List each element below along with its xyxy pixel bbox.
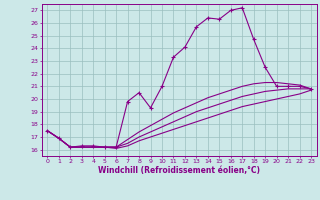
X-axis label: Windchill (Refroidissement éolien,°C): Windchill (Refroidissement éolien,°C)	[98, 166, 260, 175]
